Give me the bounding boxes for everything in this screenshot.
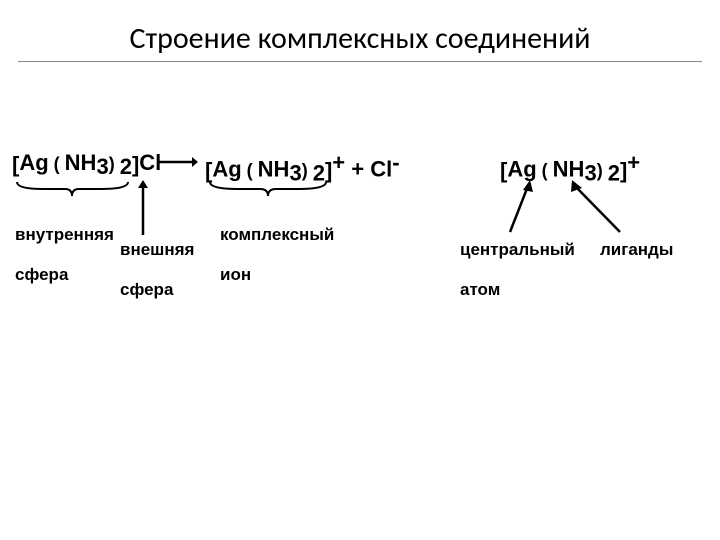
label-ligands: лиганды [600,240,673,260]
s31: 3 [96,154,108,179]
rp3: ) [597,160,608,180]
plus: + [345,156,370,181]
page-title: Строение комплексных соединений [18,20,702,62]
label-complex-ion-1: комплексный [220,225,334,245]
label-complex-ion-2: ион [220,265,251,285]
s21: 2 [120,154,132,179]
brace-inner-sphere-icon [15,180,130,198]
brace-complex-ion-icon [208,180,328,198]
left-formula: [Ag ( NH3) 2]Cl [12,150,161,180]
lp2: ( [242,160,258,180]
nh2: NH [258,156,290,181]
cl2: Cl [370,156,392,181]
central-atom-arrow-icon [505,180,545,235]
outer-sphere-arrow-icon [137,180,149,235]
label-inner-sphere-1: внутренняя [15,225,114,245]
label-central-atom-2: атом [460,280,500,300]
psup: + [332,150,345,175]
msup: - [392,150,399,175]
lp3: ( [537,160,553,180]
label-outer-sphere-2: сфера [120,280,173,300]
rp2: ) [302,160,313,180]
label-inner-sphere-2: сфера [15,265,68,285]
ligands-arrow-icon [565,180,625,235]
ag1: Ag [19,150,48,175]
nh3: NH [553,156,585,181]
lp1: ( [49,154,65,174]
reaction-arrow-icon [158,154,198,170]
psup2: + [627,150,640,175]
label-central-atom-1: центральный [460,240,575,260]
label-outer-sphere-1: внешняя [120,240,194,260]
ag3: Ag [507,156,536,181]
nh1: NH [65,150,97,175]
rp1: ) [109,154,120,174]
ag2: Ag [212,156,241,181]
